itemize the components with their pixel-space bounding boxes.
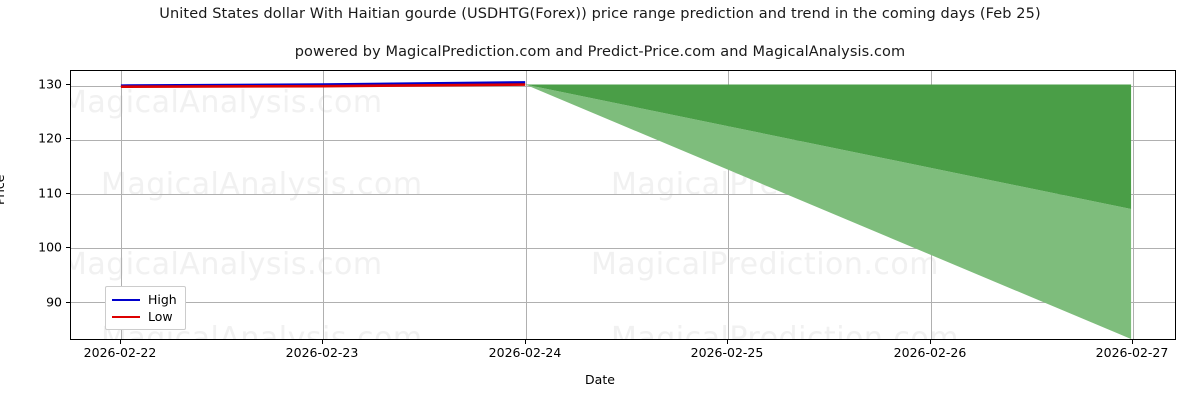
- y-tick-label-90: 90: [46, 294, 62, 310]
- plot-inner: MagicalAnalysis.comMagicalPrediction.com…: [71, 71, 1175, 339]
- y-tick-120: [66, 138, 70, 140]
- y-tick-130: [66, 83, 70, 85]
- x-tick-2026-02-24: [525, 340, 526, 344]
- chart-title: United States dollar With Haitian gourde…: [159, 6, 1041, 22]
- gridline-y-120: [71, 140, 1175, 141]
- x-tick-2026-02-27: [1132, 340, 1133, 344]
- x-tick-label-2026-02-23: 2026-02-23: [285, 345, 359, 360]
- legend-swatch-low: [112, 315, 140, 318]
- y-tick-label-100: 100: [38, 239, 62, 255]
- gridline-y-110: [71, 194, 1175, 195]
- y-tick-label-130: 130: [38, 76, 62, 92]
- gridline-x-2026-02-23: [323, 71, 324, 339]
- y-tick-100: [66, 247, 70, 249]
- y-axis-title: Price: [0, 174, 7, 206]
- x-tick-label-2026-02-24: 2026-02-24: [488, 345, 562, 360]
- y-tick-110: [66, 192, 70, 194]
- x-tick-label-2026-02-22: 2026-02-22: [83, 345, 157, 360]
- prediction-cone: [120, 81, 1132, 339]
- legend-swatch-high: [112, 298, 140, 301]
- gridline-y-90: [71, 302, 1175, 303]
- x-axis-title: Date: [585, 372, 615, 387]
- legend-item-high[interactable]: High: [112, 291, 177, 308]
- x-tick-2026-02-23: [322, 340, 323, 344]
- x-tick-label-2026-02-27: 2026-02-27: [1095, 345, 1169, 360]
- y-tick-90: [66, 301, 70, 303]
- gridline-x-2026-02-25: [728, 71, 729, 339]
- x-tick-2026-02-25: [727, 340, 728, 344]
- legend-item-low[interactable]: Low: [112, 308, 177, 325]
- x-tick-label-2026-02-25: 2026-02-25: [690, 345, 764, 360]
- plot-area: MagicalAnalysis.comMagicalPrediction.com…: [70, 70, 1176, 340]
- gridline-x-2026-02-22: [121, 71, 122, 339]
- low-price-line: [120, 83, 526, 88]
- chart-legend[interactable]: High Low: [105, 286, 186, 330]
- x-tick-2026-02-22: [120, 340, 121, 344]
- chart-subtitle: powered by MagicalPrediction.com and Pre…: [294, 44, 906, 60]
- x-tick-2026-02-26: [930, 340, 931, 344]
- y-tick-label-120: 120: [38, 130, 62, 146]
- legend-label-low: Low: [148, 309, 173, 324]
- gridline-x-2026-02-27: [1133, 71, 1134, 339]
- x-tick-label-2026-02-26: 2026-02-26: [893, 345, 967, 360]
- gridline-y-100: [71, 248, 1175, 249]
- upper-prediction-band: [525, 84, 1132, 210]
- gridline-x-2026-02-24: [526, 71, 527, 339]
- y-tick-label-110: 110: [38, 185, 62, 201]
- legend-label-high: High: [148, 292, 177, 307]
